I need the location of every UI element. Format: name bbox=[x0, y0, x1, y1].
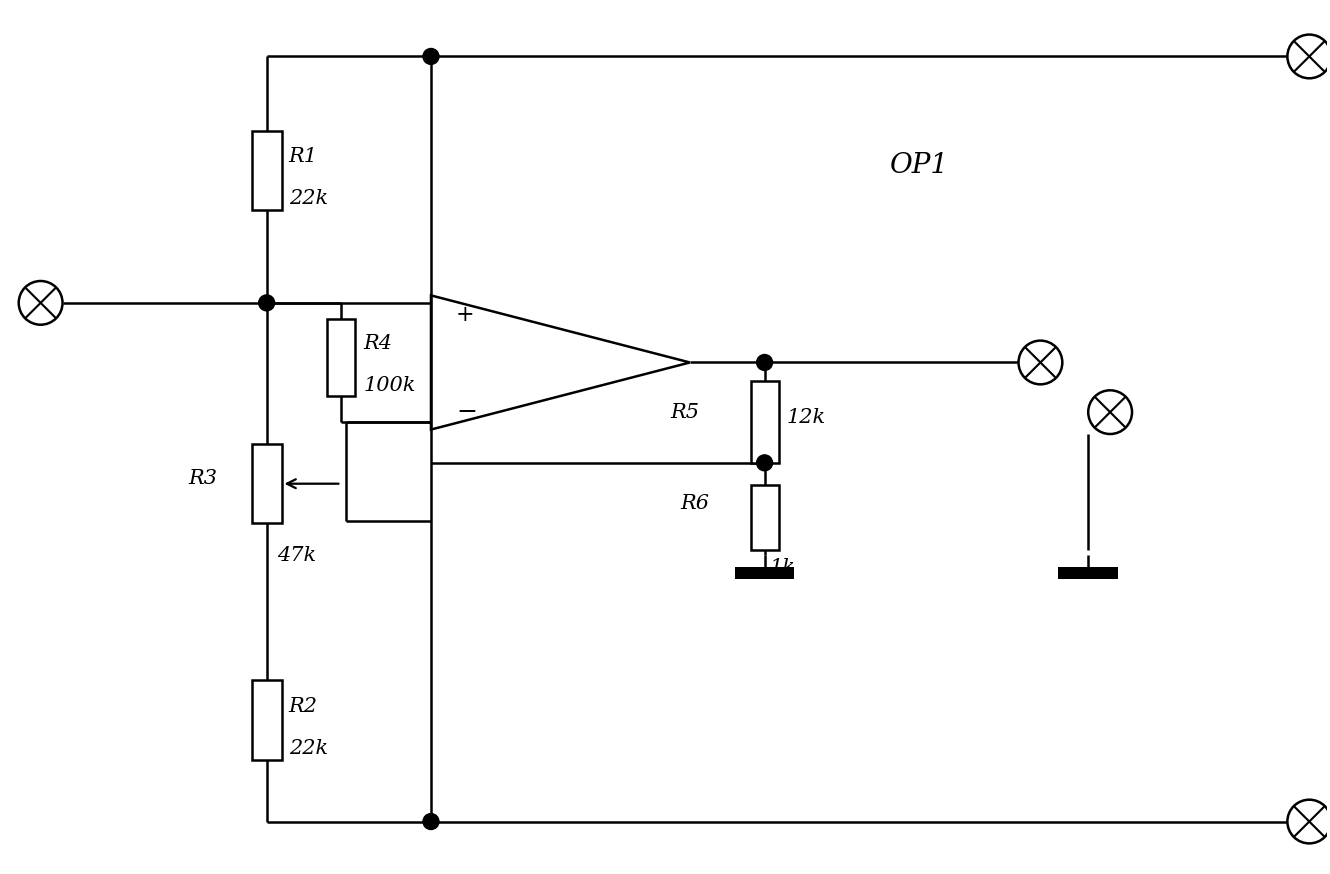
Circle shape bbox=[1287, 800, 1330, 843]
Circle shape bbox=[757, 355, 773, 371]
Circle shape bbox=[423, 48, 439, 65]
Bar bbox=[251, 444, 282, 524]
Text: R6: R6 bbox=[681, 494, 710, 513]
Text: 22k: 22k bbox=[289, 189, 327, 208]
Text: 47k: 47k bbox=[277, 545, 315, 565]
Circle shape bbox=[1088, 391, 1132, 434]
Text: R2: R2 bbox=[289, 697, 318, 716]
Bar bbox=[327, 319, 355, 396]
Text: +: + bbox=[456, 304, 475, 326]
Text: OP1: OP1 bbox=[890, 152, 948, 179]
Bar bbox=[1059, 566, 1119, 579]
Text: R4: R4 bbox=[363, 334, 392, 353]
Circle shape bbox=[19, 281, 63, 325]
Circle shape bbox=[1019, 341, 1063, 385]
Circle shape bbox=[423, 814, 439, 829]
Circle shape bbox=[1287, 35, 1330, 79]
Bar bbox=[750, 485, 778, 550]
Circle shape bbox=[757, 454, 773, 471]
Bar bbox=[251, 131, 282, 211]
Text: −: − bbox=[456, 400, 477, 424]
Circle shape bbox=[259, 295, 274, 311]
Text: R1: R1 bbox=[289, 148, 318, 166]
Text: 22k: 22k bbox=[289, 739, 327, 758]
Text: R5: R5 bbox=[670, 403, 700, 421]
Text: 100k: 100k bbox=[363, 376, 416, 395]
Text: R3: R3 bbox=[188, 469, 217, 489]
Bar bbox=[750, 381, 778, 463]
Bar bbox=[251, 681, 282, 760]
Text: 12k: 12k bbox=[786, 407, 826, 427]
Text: 1k: 1k bbox=[770, 558, 795, 577]
Bar bbox=[734, 566, 794, 579]
